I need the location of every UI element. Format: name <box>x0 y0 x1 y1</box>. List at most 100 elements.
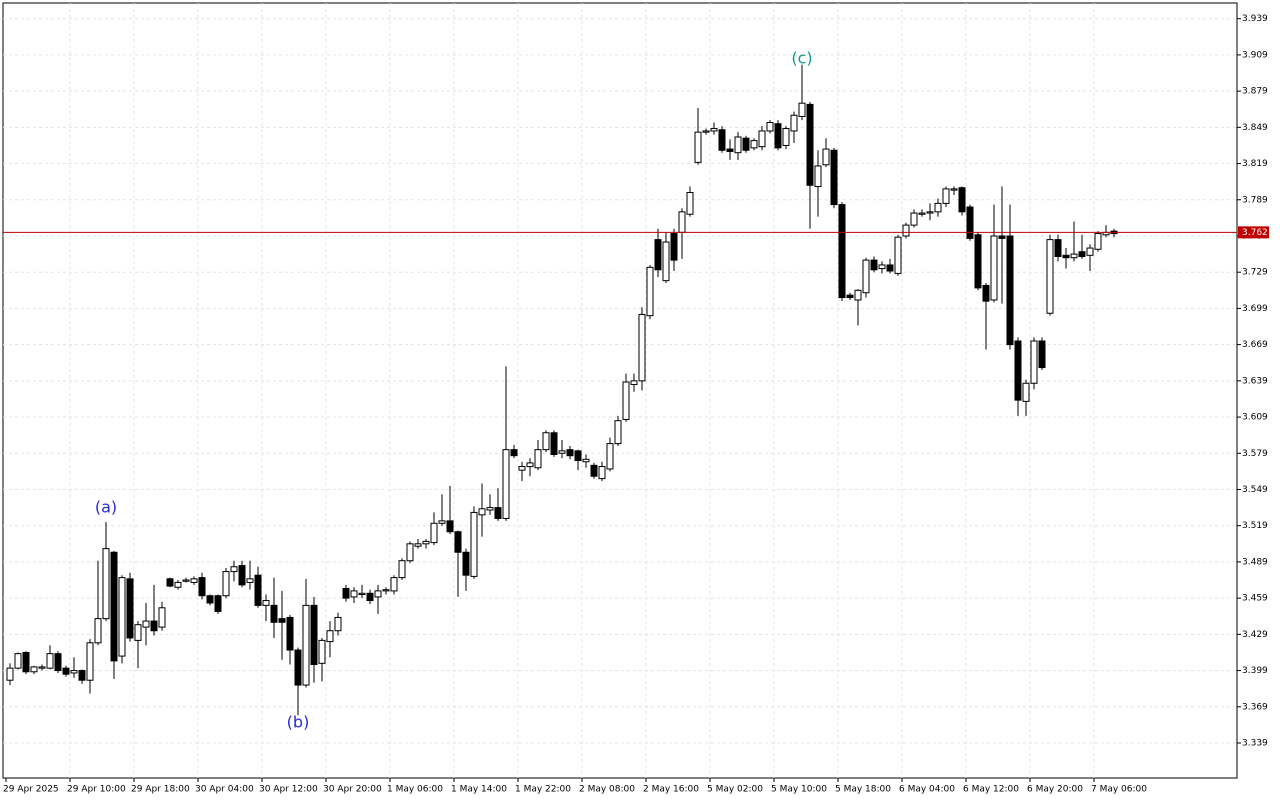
candle-body <box>110 551 118 662</box>
candle-body <box>734 136 742 154</box>
candle-body <box>1022 382 1030 402</box>
candle <box>638 307 646 391</box>
candle <box>158 601 166 631</box>
candle <box>174 580 182 590</box>
y-tick-label: 3.399 <box>1242 666 1268 676</box>
candle <box>1054 234 1062 262</box>
y-tick-label: 3.789 <box>1242 195 1268 205</box>
candle <box>870 256 878 273</box>
candle-body <box>574 450 582 462</box>
candle <box>254 566 262 608</box>
candle <box>934 198 942 217</box>
candle-body <box>798 102 806 117</box>
candle-body <box>134 624 142 641</box>
y-tick-label: 3.909 <box>1242 50 1268 60</box>
candle <box>838 202 846 302</box>
candle-body <box>526 462 534 468</box>
candle-body <box>670 233 678 261</box>
candle-body <box>550 432 558 455</box>
candle <box>574 449 582 471</box>
candle-body <box>958 187 966 213</box>
plot-frame <box>2 2 1238 779</box>
candle <box>358 584 366 599</box>
candle <box>910 209 918 228</box>
candle-body <box>990 235 998 301</box>
candle-body <box>1086 247 1094 256</box>
candle-body <box>430 522 438 544</box>
candle <box>230 560 238 582</box>
candle-body <box>926 211 934 214</box>
candle <box>670 228 678 271</box>
candle-body <box>782 128 790 146</box>
candle-body <box>326 630 334 643</box>
candle-body <box>558 450 566 454</box>
candle-body <box>542 432 550 451</box>
y-tick-label: 3.549 <box>1242 485 1268 495</box>
candle-body <box>310 604 318 666</box>
candle <box>486 494 494 515</box>
candle <box>1030 337 1038 390</box>
candle <box>366 589 374 605</box>
candle <box>758 126 766 151</box>
candle <box>54 651 62 673</box>
last-price-box <box>1238 226 1269 239</box>
candle <box>542 430 550 453</box>
y-tick-label: 3.819 <box>1242 159 1268 169</box>
x-tick-label: 5 May 10:00 <box>771 785 827 795</box>
candle <box>662 232 670 284</box>
candle <box>470 506 478 579</box>
candle-body <box>230 566 238 573</box>
candle <box>62 665 70 677</box>
candle <box>1070 221 1078 262</box>
y-tick-label: 3.849 <box>1242 123 1268 133</box>
x-tick-label: 2 May 16:00 <box>643 785 699 795</box>
candle-body <box>86 642 94 681</box>
candle-body <box>846 294 854 299</box>
y-tick-label: 3.639 <box>1242 376 1268 386</box>
candle <box>702 128 710 135</box>
candle <box>462 548 470 591</box>
candle <box>782 126 790 150</box>
candle <box>238 560 246 588</box>
candle <box>350 587 358 603</box>
x-tick-label: 29 Apr 10:00 <box>67 785 126 795</box>
candle-body <box>398 560 406 579</box>
x-tick-label: 30 Apr 04:00 <box>195 785 254 795</box>
candle <box>198 572 206 600</box>
candle-body <box>742 137 750 151</box>
candle-body <box>406 543 414 562</box>
candle <box>102 522 110 622</box>
candle <box>878 261 886 274</box>
candle-body <box>854 289 862 301</box>
candle-body <box>830 149 838 206</box>
candle-body <box>750 140 758 149</box>
y-tick-label: 3.729 <box>1242 268 1268 278</box>
candle-body <box>878 264 886 270</box>
candle-body <box>478 508 486 516</box>
candle-body <box>262 600 270 606</box>
candle <box>734 132 742 160</box>
candle <box>974 232 982 291</box>
candle-body <box>910 212 918 226</box>
wave-label: (c) <box>791 49 812 68</box>
candle <box>774 120 782 151</box>
candle <box>550 430 558 457</box>
candle-body <box>1046 239 1054 314</box>
candle <box>830 147 838 209</box>
candle <box>310 596 318 683</box>
candle <box>598 461 606 482</box>
candle-body <box>382 589 390 592</box>
candle-body <box>598 466 606 480</box>
candle <box>1006 204 1014 350</box>
candle-body <box>366 592 374 602</box>
candle-body <box>566 449 574 457</box>
candle-body <box>238 565 246 586</box>
candle-body <box>758 130 766 148</box>
candle-body <box>30 666 38 673</box>
candle <box>806 101 814 229</box>
candle <box>534 439 542 471</box>
candle <box>166 577 174 588</box>
candle <box>510 444 518 459</box>
candle-body <box>54 653 62 672</box>
